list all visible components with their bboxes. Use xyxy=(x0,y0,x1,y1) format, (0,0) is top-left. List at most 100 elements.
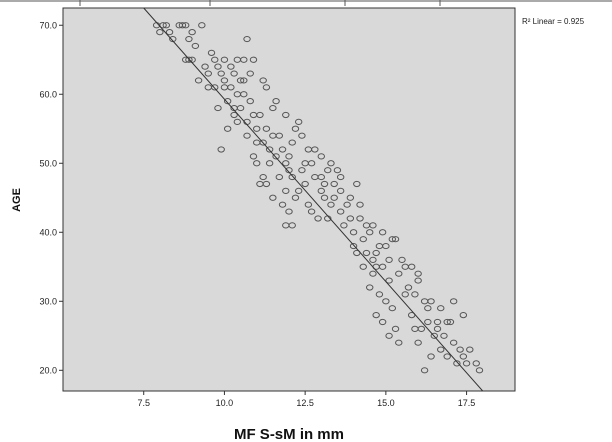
x-tick-label: 12.5 xyxy=(296,398,314,408)
scatter-point xyxy=(340,222,348,229)
scatter-point xyxy=(343,201,351,208)
scatter-point xyxy=(204,84,212,91)
y-tick-label: 50.0 xyxy=(39,158,57,168)
scatter-point xyxy=(336,187,345,194)
scatter-point xyxy=(314,215,322,222)
scatter-point xyxy=(181,22,190,29)
fit-line-group xyxy=(143,7,484,392)
scatter-point xyxy=(285,208,293,215)
scatter-point xyxy=(288,139,296,146)
scatter-point xyxy=(317,153,325,160)
scatter-point xyxy=(288,173,296,181)
scatter-point xyxy=(324,167,332,174)
scatter-point xyxy=(424,305,432,312)
scatter-point xyxy=(388,305,397,312)
scatter-point xyxy=(366,229,374,236)
scatter-point xyxy=(230,70,238,77)
scatter-point xyxy=(272,98,280,105)
top-border xyxy=(0,0,612,6)
scatter-point xyxy=(230,111,238,119)
scatter-point xyxy=(275,132,284,139)
scatter-point xyxy=(327,201,335,208)
scatter-point xyxy=(253,125,261,132)
x-tick-label: 17.5 xyxy=(458,398,476,408)
scatter-point xyxy=(269,194,277,201)
scatter-point xyxy=(391,325,400,332)
x-tick-label: 10.0 xyxy=(216,398,234,408)
scatter-point xyxy=(256,180,264,188)
scatter-point xyxy=(204,70,212,77)
scatter-point xyxy=(249,153,258,160)
scatter-point xyxy=(317,173,325,181)
scatter-point xyxy=(288,222,296,229)
scatter-point xyxy=(330,194,338,201)
scatter-point xyxy=(307,160,316,167)
scatter-point xyxy=(382,242,390,250)
scatter-point xyxy=(185,35,193,43)
scatter-point xyxy=(346,215,355,222)
scatter-point xyxy=(217,146,225,153)
scatter-point xyxy=(378,229,387,236)
scatter-point xyxy=(472,360,480,367)
scatter-point xyxy=(411,325,419,332)
scatter-point xyxy=(233,118,242,125)
scatter-point xyxy=(456,346,464,353)
scatter-point xyxy=(404,284,413,291)
scatter-point xyxy=(356,215,364,222)
x-tick-label: 15.0 xyxy=(377,398,395,408)
scatter-point xyxy=(395,270,403,277)
scatter-point xyxy=(246,98,254,105)
scatter-point xyxy=(385,277,393,284)
scatter-point xyxy=(369,256,377,263)
scatter-point xyxy=(453,360,461,367)
scatter-point xyxy=(275,173,284,181)
scatter-point xyxy=(466,346,474,353)
scatter-point xyxy=(424,318,432,326)
y-tick-label: 20.0 xyxy=(39,365,57,375)
scatter-point xyxy=(359,263,367,270)
scatter-point xyxy=(262,84,271,91)
scatter-point xyxy=(459,353,468,360)
scatter-point xyxy=(194,77,203,84)
scatter-point xyxy=(291,194,300,201)
scatter-point xyxy=(437,346,445,353)
scatter-point xyxy=(278,201,287,208)
scatter-point xyxy=(220,56,229,63)
scatter-point xyxy=(427,353,435,360)
plot-area xyxy=(62,7,516,392)
scatter-point xyxy=(356,201,364,208)
x-tick-label: 7.5 xyxy=(137,398,150,408)
scatter-point xyxy=(440,332,448,339)
scatter-point xyxy=(198,22,206,29)
scatter-point xyxy=(349,242,358,250)
scatter-point xyxy=(427,298,435,305)
scatter-point xyxy=(249,111,258,119)
scatter-point xyxy=(382,298,390,305)
scatter-point xyxy=(214,104,222,112)
scatter-point xyxy=(165,29,174,36)
axis-ticks: 7.5 10.0 12.5 15.0 17.5 20.0 30.0 40.0 50.0 60.0 7… xyxy=(39,20,475,408)
scatter-point xyxy=(388,236,397,243)
scatter-point xyxy=(401,263,409,270)
scatter-point xyxy=(246,70,254,77)
scatter-point xyxy=(401,291,409,298)
scatter-point xyxy=(414,270,422,277)
scatter-point xyxy=(336,173,345,181)
scatter-point xyxy=(191,42,200,50)
scatter-point xyxy=(240,56,248,63)
scatter-point xyxy=(475,367,484,374)
scatter-point xyxy=(307,208,316,215)
scatter-point xyxy=(311,146,319,153)
scatter-point xyxy=(262,125,271,132)
scatter-point xyxy=(362,249,371,257)
scatter-point xyxy=(333,167,342,174)
scatter-point xyxy=(223,98,232,105)
scatter-point xyxy=(236,77,245,84)
scatter-point xyxy=(385,332,393,339)
scatter-point xyxy=(336,208,345,215)
scatter-point xyxy=(298,132,306,139)
x-axis-title: MF S-sM in mm xyxy=(234,426,344,442)
scatter-point xyxy=(375,291,384,298)
scatter-point xyxy=(253,139,261,146)
scatter-point xyxy=(433,325,442,332)
